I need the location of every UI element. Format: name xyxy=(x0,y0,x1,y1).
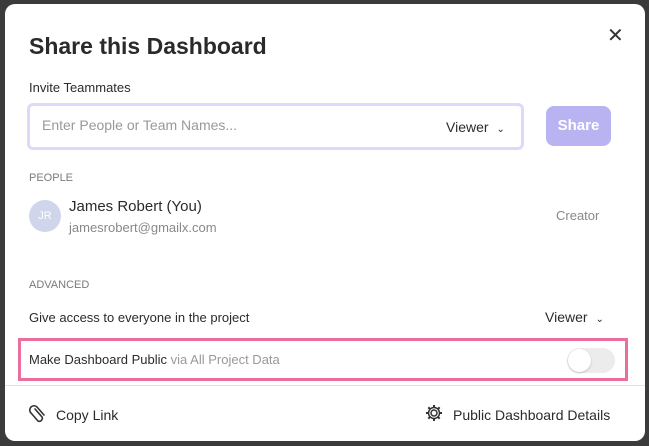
project-access-dropdown[interactable]: Viewer ⌄ xyxy=(545,309,604,325)
project-access-role: Viewer xyxy=(545,309,588,325)
details-label: Public Dashboard Details xyxy=(453,406,611,423)
invite-field[interactable]: Viewer ⌄ xyxy=(27,103,524,150)
chevron-down-icon: ⌄ xyxy=(595,314,604,325)
invite-label: Invite Teammates xyxy=(29,80,131,95)
person-name: James Robert (You) xyxy=(69,198,202,215)
invite-input[interactable] xyxy=(42,117,422,133)
public-label-row: Make Dashboard Public via All Project Da… xyxy=(29,352,280,367)
chevron-down-icon: ⌄ xyxy=(496,124,505,135)
copy-link-button[interactable]: Copy Link xyxy=(28,403,119,426)
public-highlight-box xyxy=(18,338,628,381)
project-access-label: Give access to everyone in the project xyxy=(29,310,250,325)
people-heading: PEOPLE xyxy=(29,172,74,184)
public-dashboard-details-button[interactable]: Public Dashboard Details xyxy=(424,403,610,426)
invite-role-value: Viewer xyxy=(446,119,489,135)
invite-role-dropdown[interactable]: Viewer ⌄ xyxy=(446,119,505,135)
person-role: Creator xyxy=(556,208,600,223)
make-public-toggle[interactable] xyxy=(567,348,615,373)
advanced-heading: ADVANCED xyxy=(29,279,90,291)
modal-title: Share this Dashboard xyxy=(29,33,267,59)
gear-icon xyxy=(424,403,444,426)
toggle-knob xyxy=(568,349,591,372)
public-sublabel: via All Project Data xyxy=(170,352,280,367)
person-email: jamesrobert@gmailx.com xyxy=(69,220,217,235)
avatar: JR xyxy=(29,200,61,232)
share-button[interactable]: Share xyxy=(546,106,611,146)
share-dashboard-modal: Share this Dashboard ✕ Invite Teammates … xyxy=(5,4,645,441)
close-icon[interactable]: ✕ xyxy=(607,25,624,47)
paperclip-icon xyxy=(28,403,47,426)
footer-divider xyxy=(5,385,645,386)
copy-link-label: Copy Link xyxy=(56,406,119,423)
public-label: Make Dashboard Public xyxy=(29,352,168,367)
